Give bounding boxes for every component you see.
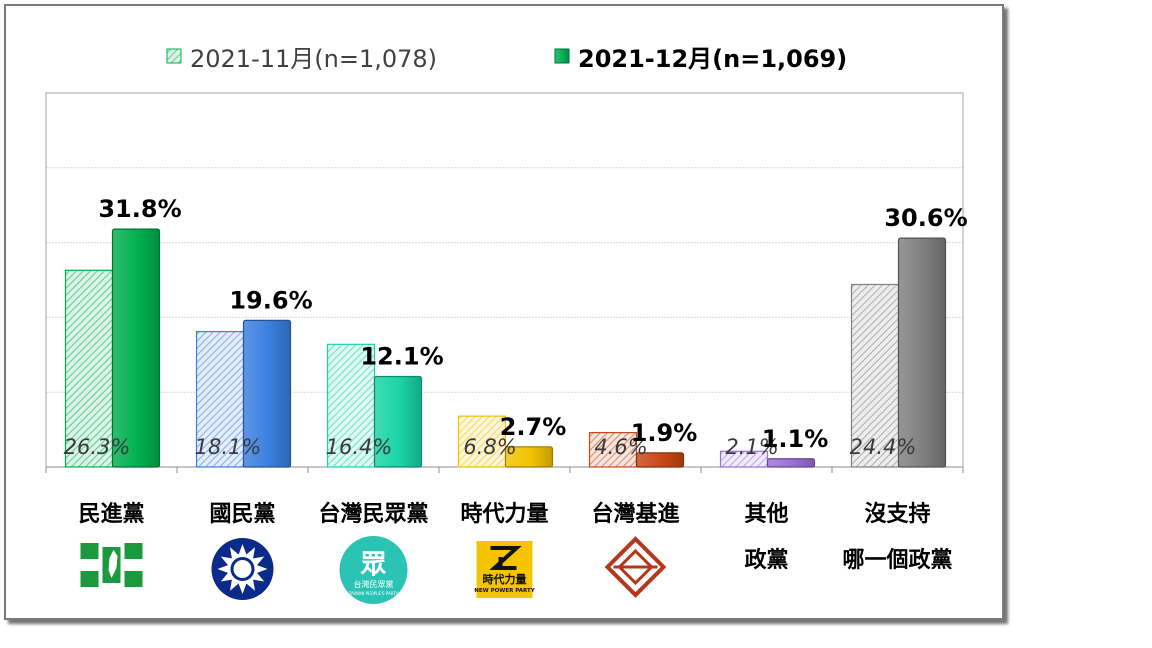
gridlines	[46, 92, 963, 393]
bar-2021-12	[635, 452, 685, 468]
bar-2021-12	[897, 237, 947, 468]
bar-2021-11	[457, 415, 507, 468]
category-label: 政黨	[744, 547, 788, 573]
bar-2021-11	[326, 343, 376, 468]
category-label: 時代力量	[460, 502, 548, 527]
category-label: 台灣基進	[591, 501, 679, 527]
data-label-2021-11: 24.4%	[850, 435, 917, 459]
svg-text:眾: 眾	[359, 550, 386, 580]
data-label-2021-12: 19.6%	[229, 286, 312, 314]
svg-text:NEW POWER PARTY: NEW POWER PARTY	[474, 588, 536, 594]
data-label-2021-11: 18.1%	[195, 435, 262, 459]
svg-text:時代力量: 時代力量	[483, 572, 527, 586]
npp-logo: 時代力量 NEW POWER PARTY	[474, 541, 536, 598]
category-label: 國民黨	[209, 502, 275, 527]
category-label: 哪一個政黨	[842, 547, 952, 573]
data-label-2021-12: 1.9%	[631, 419, 698, 447]
legend: 2021-11月(n=1,078) 2021-12月(n=1,069)	[166, 45, 847, 73]
data-label-2021-12: 2.7%	[500, 413, 567, 441]
category-label: 其他	[744, 502, 788, 527]
data-label-2021-12: 12.1%	[360, 342, 443, 370]
bar-2021-11	[850, 283, 900, 468]
category-label: 沒支持	[864, 501, 930, 527]
dpp-logo	[80, 543, 143, 587]
kmt-logo	[211, 538, 274, 600]
category-label: 民進黨	[78, 502, 144, 527]
svg-text:台灣民眾黨: 台灣民眾黨	[354, 579, 394, 589]
data-label-2021-11: 26.3%	[64, 435, 131, 459]
data-label-2021-11: 4.6%	[594, 435, 647, 459]
data-label-2021-12: 31.8%	[98, 195, 181, 223]
bar-2021-12	[111, 228, 161, 468]
bar-2021-12	[504, 446, 554, 468]
data-label-2021-11: 6.8%	[463, 435, 516, 459]
data-label-2021-11: 2.1%	[725, 435, 778, 459]
data-label-2021-12: 30.6%	[884, 204, 967, 232]
bar-2021-12	[373, 375, 423, 468]
bar-2021-11	[195, 331, 245, 468]
bar-2021-12	[766, 458, 816, 468]
legend-swatch-2021-12	[554, 48, 570, 64]
legend-label-2021-12: 2021-12月(n=1,069)	[578, 45, 847, 73]
legend-swatch-2021-11	[166, 48, 182, 64]
svg-text:TAIWAN PEOPLE'S PARTY: TAIWAN PEOPLE'S PARTY	[348, 591, 399, 596]
tsp-logo	[604, 536, 667, 598]
bar-2021-11	[64, 269, 114, 468]
plot-area	[45, 92, 964, 468]
legend-label-2021-11: 2021-11月(n=1,078)	[190, 45, 437, 73]
data-label-2021-12: 1.1%	[762, 425, 829, 453]
bar-2021-11	[588, 431, 638, 468]
chart-frame	[4, 4, 1004, 620]
category-label: 台灣民眾黨	[318, 501, 428, 527]
bar-2021-12	[242, 319, 292, 468]
data-label-2021-11: 16.4%	[326, 435, 393, 459]
